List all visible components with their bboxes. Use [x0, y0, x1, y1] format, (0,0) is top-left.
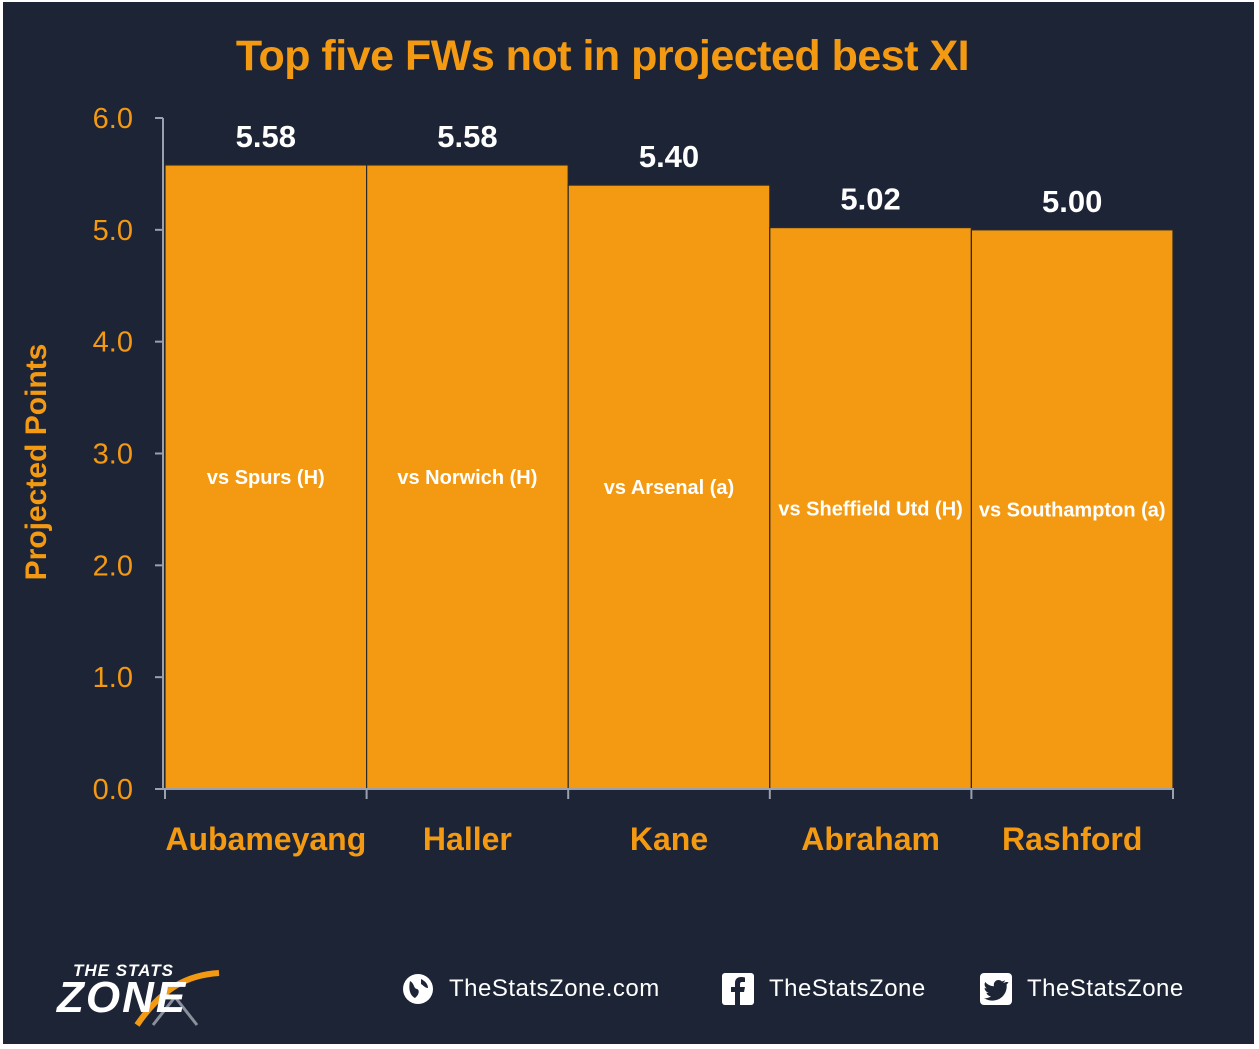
bar-1	[366, 164, 569, 790]
value-label-4: 5.00	[1042, 184, 1102, 219]
fixture-label-4: vs Southampton (a)	[979, 499, 1166, 521]
fixture-label-0: vs Spurs (H)	[207, 467, 325, 489]
bar-3	[769, 226, 972, 790]
value-label-3: 5.02	[840, 182, 900, 217]
globe-icon	[403, 974, 433, 1004]
stats-zone-logo: THE STATS ZONE	[53, 957, 268, 1029]
y-tick-label-0: 0.0	[93, 774, 133, 806]
y-tick-label-4: 4.0	[93, 327, 133, 359]
x-category-label-1: Haller	[423, 821, 512, 857]
logo-swoosh-icon	[134, 970, 220, 1027]
bar-0	[164, 164, 368, 790]
fixture-label-2: vs Arsenal (a)	[604, 477, 734, 499]
x-category-label-0: Aubameyang	[165, 821, 366, 857]
website-link[interactable]: TheStatsZone.com	[401, 972, 660, 1006]
facebook-icon	[722, 973, 754, 1005]
fixture-label-1: vs Norwich (H)	[397, 467, 537, 489]
value-label-0: 5.58	[236, 119, 296, 154]
website-text: TheStatsZone.com	[449, 975, 660, 1002]
value-label-2: 5.40	[639, 139, 699, 174]
fixture-label-3: vs Sheffield Utd (H)	[778, 498, 962, 520]
x-category-label-4: Rashford	[1002, 821, 1142, 857]
chart-title: Top five FWs not in projected best XI	[235, 32, 970, 80]
facebook-text: TheStatsZone	[769, 975, 926, 1002]
logo-main-text: ZONE	[57, 973, 188, 1022]
value-label-1: 5.58	[437, 119, 497, 154]
footer: THE STATS ZONE TheStatsZone.com TheStats…	[3, 952, 1254, 1032]
y-tick-label-5: 5.0	[93, 215, 133, 247]
facebook-link[interactable]: TheStatsZone	[721, 972, 926, 1006]
x-category-label-2: Kane	[630, 821, 708, 857]
x-category-label-3: Abraham	[801, 821, 940, 857]
y-tick-label-3: 3.0	[93, 439, 133, 471]
twitter-text: TheStatsZone	[1027, 975, 1184, 1002]
bar-2	[567, 184, 771, 790]
y-tick-label-1: 1.0	[93, 662, 133, 694]
y-tick-label-6: 6.0	[93, 103, 133, 135]
twitter-icon	[980, 973, 1012, 1005]
chart-frame: Top five FWs not in projected best XI Pr…	[3, 2, 1254, 1044]
logo-top-text: THE STATS	[73, 961, 174, 980]
bar-chart: 0.0 1.0 2.0 3.0 4.0 5.0 6.0 Aubameyang 5.58 vs Sp…	[93, 103, 1174, 857]
twitter-link[interactable]: TheStatsZone	[979, 972, 1184, 1006]
y-tick-label-2: 2.0	[93, 550, 133, 582]
